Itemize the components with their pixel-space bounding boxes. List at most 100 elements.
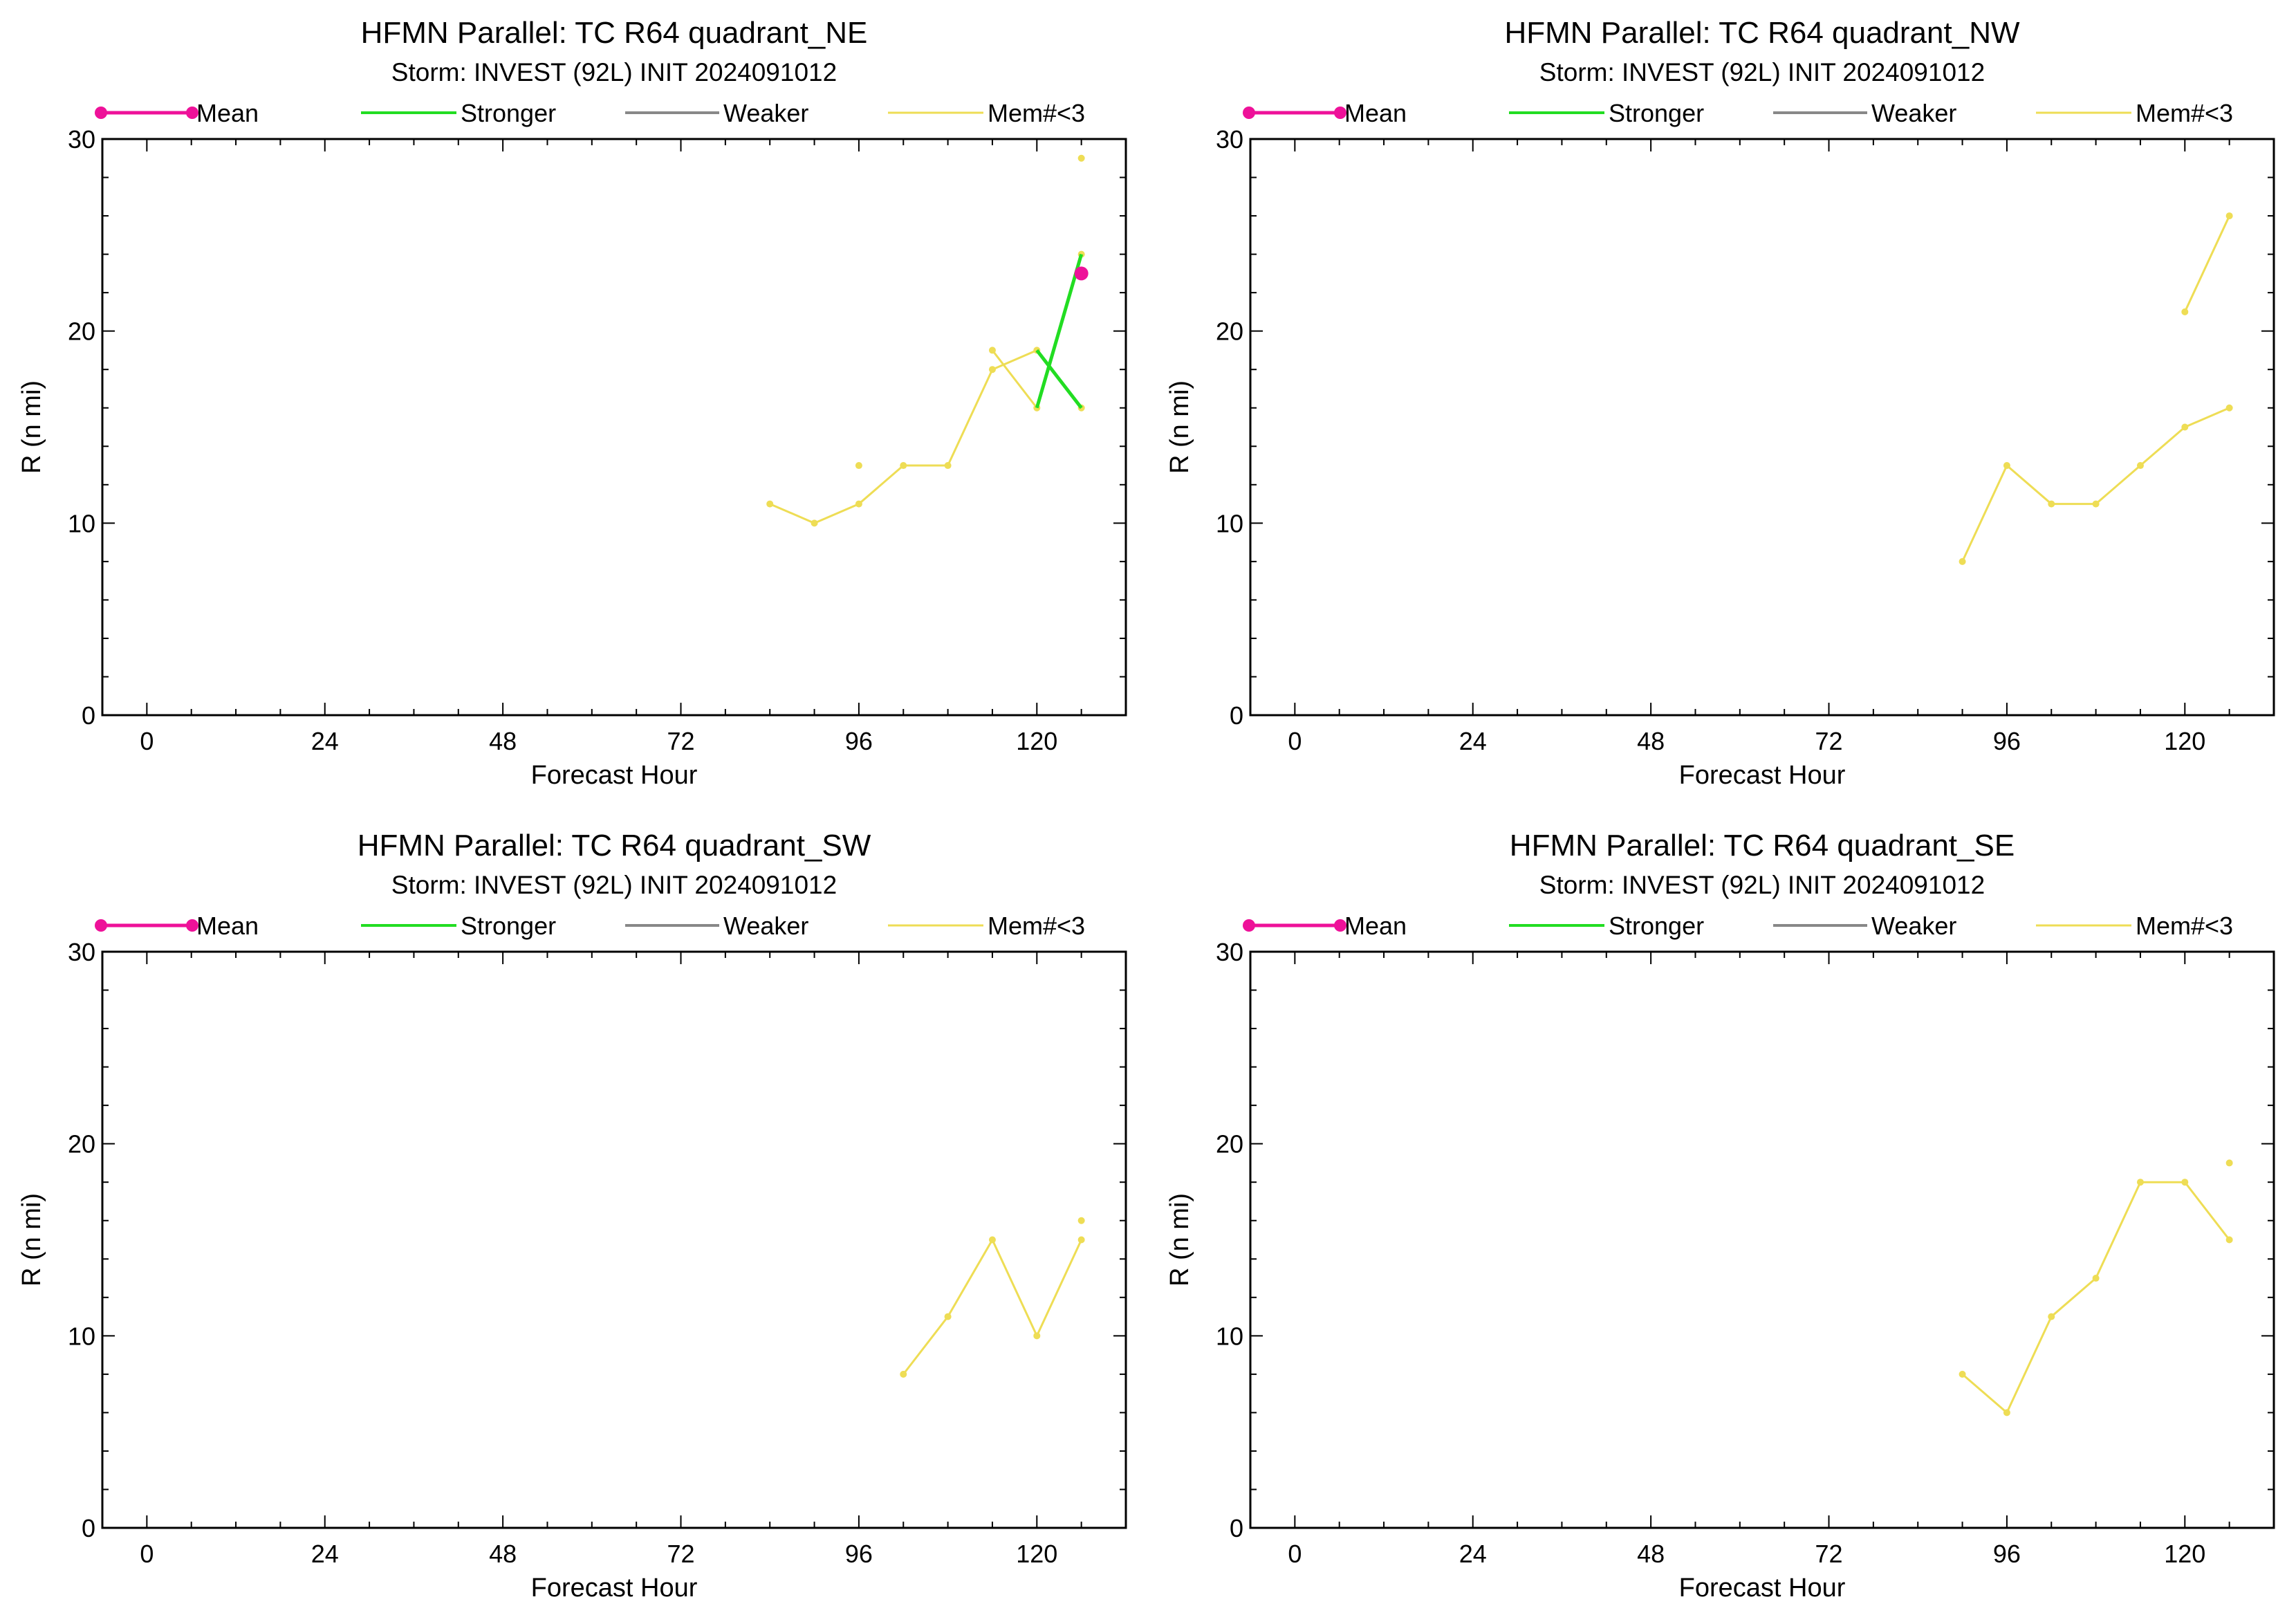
x-tick-label: 48 xyxy=(1637,1540,1665,1568)
y-axis-label: R (n mi) xyxy=(1165,1193,1194,1286)
member-line xyxy=(902,1239,1083,1375)
member-point xyxy=(944,462,952,470)
x-tick-label: 48 xyxy=(489,1540,517,1568)
mean-point xyxy=(1074,266,1089,281)
member-line xyxy=(991,254,1083,409)
x-tick-label: 96 xyxy=(845,727,873,755)
chart-title: HFMN Parallel: TC R64 quadrant_SE xyxy=(1510,829,2015,862)
member-point xyxy=(2003,1409,2010,1417)
x-tick-label: 0 xyxy=(1288,1540,1302,1568)
chart-subtitle: Storm: INVEST (92L) INIT 2024091012 xyxy=(391,58,837,86)
plot-frame xyxy=(101,950,1127,1529)
member-point xyxy=(900,1370,907,1378)
legend-label-members: Mem#<3 xyxy=(988,99,1085,127)
plot-frame xyxy=(101,138,1127,717)
x-tick-label: 24 xyxy=(1459,727,1487,755)
x-tick-label: 120 xyxy=(1016,727,1057,755)
y-tick-label: 10 xyxy=(68,1322,95,1350)
member-point xyxy=(2181,1179,2189,1186)
x-tick-label: 24 xyxy=(311,727,339,755)
member-point xyxy=(988,347,996,354)
member-point xyxy=(1077,1217,1085,1224)
axis-ticks xyxy=(102,951,1127,1529)
stronger-line xyxy=(1035,349,1083,409)
chart-panel-1: HFMN Parallel: TC R64 quadrant_NE Storm: … xyxy=(17,16,1127,790)
y-tick-label: 10 xyxy=(68,509,95,537)
member-point xyxy=(855,500,862,508)
legend-label-mean: Mean xyxy=(196,912,259,940)
legend-label-weaker: Weaker xyxy=(1871,99,1956,127)
stronger-line xyxy=(1035,253,1084,409)
legend-marker-mean xyxy=(186,107,198,119)
x-axis-label: Forecast Hour xyxy=(1679,1574,1846,1603)
y-tick-label: 30 xyxy=(68,938,95,966)
member-point xyxy=(1959,557,1966,565)
chart-panel-2: HFMN Parallel: TC R64 quadrant_NW Storm: … xyxy=(1165,16,2275,790)
legend-label-stronger: Stronger xyxy=(1609,912,1704,940)
legend: Mean Stronger Weaker Mem#<3 xyxy=(1243,912,2233,940)
legend-marker-mean xyxy=(186,919,198,932)
legend-marker-mean xyxy=(1334,919,1346,932)
member-point xyxy=(855,462,862,470)
member-point xyxy=(811,519,818,527)
member-line xyxy=(2183,215,2231,313)
member-line xyxy=(1961,1181,2230,1414)
legend-label-mean: Mean xyxy=(196,99,259,127)
member-point xyxy=(2048,1313,2055,1320)
member-point xyxy=(1077,1236,1085,1244)
x-tick-label: 72 xyxy=(667,1540,694,1568)
chart-panel-3: HFMN Parallel: TC R64 quadrant_SW Storm: … xyxy=(17,829,1127,1603)
x-axis-label: Forecast Hour xyxy=(1679,761,1846,790)
member-point xyxy=(2003,462,2010,470)
legend-label-stronger: Stronger xyxy=(461,99,556,127)
plot-frame xyxy=(1249,138,2275,717)
member-point xyxy=(988,1236,996,1244)
member-point xyxy=(2181,308,2189,315)
x-axis-label: Forecast Hour xyxy=(531,761,698,790)
legend-label-mean: Mean xyxy=(1344,99,1407,127)
member-point xyxy=(2136,1179,2144,1186)
x-tick-label: 0 xyxy=(140,727,154,755)
y-tick-label: 10 xyxy=(1216,509,1243,537)
chart-panel-4: HFMN Parallel: TC R64 quadrant_SE Storm: … xyxy=(1165,829,2275,1603)
x-tick-label: 0 xyxy=(1288,727,1302,755)
member-point xyxy=(2181,423,2189,431)
x-tick-label: 24 xyxy=(1459,1540,1487,1568)
y-tick-label: 0 xyxy=(1230,701,1243,730)
chart-title: HFMN Parallel: TC R64 quadrant_NW xyxy=(1505,16,2020,50)
x-axis-label: Forecast Hour xyxy=(531,1574,698,1603)
x-tick-label: 48 xyxy=(489,727,517,755)
chart-subtitle: Storm: INVEST (92L) INIT 2024091012 xyxy=(1539,871,1985,899)
chart-title: HFMN Parallel: TC R64 quadrant_SW xyxy=(358,829,871,862)
y-tick-label: 20 xyxy=(68,317,95,346)
legend-label-weaker: Weaker xyxy=(723,912,808,940)
legend-marker-mean xyxy=(95,107,107,119)
y-tick-label: 30 xyxy=(68,125,95,154)
y-tick-label: 0 xyxy=(1230,1514,1243,1542)
legend-label-weaker: Weaker xyxy=(723,99,808,127)
member-line xyxy=(769,349,1082,524)
axis-ticks xyxy=(1250,138,2275,716)
y-axis-label: R (n mi) xyxy=(1165,380,1194,474)
x-tick-label: 72 xyxy=(1815,1540,1842,1568)
legend-label-members: Mem#<3 xyxy=(988,912,1085,940)
legend-label-members: Mem#<3 xyxy=(2136,912,2233,940)
x-tick-label: 0 xyxy=(140,1540,154,1568)
y-axis-label: R (n mi) xyxy=(17,1193,46,1286)
member-point xyxy=(2092,500,2100,508)
legend-label-stronger: Stronger xyxy=(1609,99,1704,127)
chart-subtitle: Storm: INVEST (92L) INIT 2024091012 xyxy=(1539,58,1985,86)
plot-frame xyxy=(1249,950,2275,1529)
legend-label-members: Mem#<3 xyxy=(2136,99,2233,127)
axis-ticks xyxy=(102,138,1127,716)
member-point xyxy=(2048,500,2055,508)
x-tick-label: 120 xyxy=(1016,1540,1057,1568)
x-tick-label: 96 xyxy=(845,1540,873,1568)
legend-marker-mean xyxy=(1243,919,1255,932)
member-point xyxy=(2225,1236,2233,1244)
member-point xyxy=(988,366,996,373)
member-point xyxy=(2136,462,2144,470)
y-tick-label: 30 xyxy=(1216,938,1243,966)
legend-marker-mean xyxy=(95,919,107,932)
